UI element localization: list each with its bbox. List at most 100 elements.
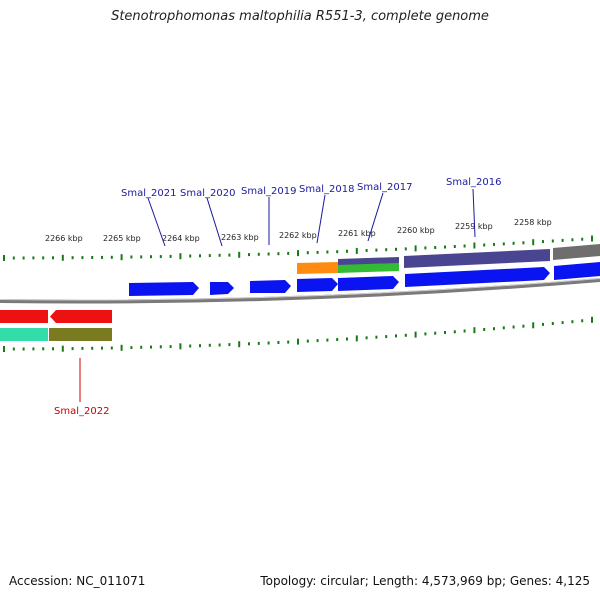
- tick-label-2264: 2264 kbp: [162, 234, 200, 243]
- minor-tick: [551, 322, 554, 325]
- gene-label-smal-2019[interactable]: Smal_2019: [241, 186, 296, 197]
- minor-tick: [453, 330, 456, 334]
- gene-label-smal-2021[interactable]: Smal_2021: [121, 188, 176, 199]
- gene-arrow-smal-2021[interactable]: [129, 282, 199, 296]
- minor-tick: [81, 256, 84, 260]
- tick-label-2258: 2258 kbp: [514, 218, 552, 227]
- minor-tick: [512, 241, 515, 245]
- minor-tick: [375, 335, 378, 339]
- minor-tick: [91, 346, 94, 350]
- minor-tick: [267, 252, 270, 256]
- minor-tick: [257, 341, 260, 345]
- minor-tick: [101, 255, 103, 259]
- major-tick: [355, 247, 358, 254]
- major-tick: [120, 254, 123, 261]
- minor-tick: [424, 332, 427, 336]
- tick-label-2262: 2262 kbp: [279, 231, 317, 240]
- minor-tick: [522, 241, 525, 245]
- minor-tick: [571, 320, 574, 324]
- minor-tick: [463, 329, 466, 333]
- gene-arrow-smal-2017[interactable]: [338, 276, 399, 291]
- major-tick: [473, 327, 476, 334]
- minor-tick: [287, 251, 290, 255]
- minor-tick: [22, 256, 25, 260]
- gene-arrow-reverse-a[interactable]: [0, 310, 48, 323]
- minor-tick: [434, 331, 437, 335]
- minor-tick: [444, 331, 446, 334]
- topology-value: circular: [320, 574, 365, 588]
- minor-tick: [571, 238, 574, 242]
- genome-backbone: [0, 278, 600, 304]
- minor-tick: [32, 347, 35, 351]
- minor-tick: [101, 346, 103, 350]
- major-tick: [473, 242, 476, 249]
- accession-value: NC_011071: [76, 574, 146, 588]
- major-tick: [591, 316, 593, 323]
- gene-arrow-smal-2016[interactable]: [405, 267, 550, 287]
- gene-arrow-smal-2020[interactable]: [210, 282, 234, 295]
- gene-labels: Smal_2021 Smal_2020 Smal_2019 Smal_2018 …: [54, 177, 501, 417]
- major-tick: [414, 245, 417, 252]
- gene-arrow-smal-2022[interactable]: [50, 310, 112, 323]
- gene-label-smal-2016[interactable]: Smal_2016: [446, 177, 501, 188]
- map-title: Stenotrophomonas maltophilia R551-3, com…: [111, 9, 489, 24]
- minor-tick: [375, 248, 378, 252]
- minor-tick: [385, 248, 388, 252]
- minor-tick: [12, 347, 15, 351]
- major-tick: [532, 322, 535, 329]
- minor-tick: [316, 250, 319, 254]
- minor-tick: [159, 345, 162, 349]
- minor-tick: [395, 247, 397, 251]
- minor-tick: [542, 322, 544, 326]
- minor-tick: [81, 346, 84, 350]
- minor-tick: [444, 245, 446, 249]
- minor-tick: [346, 337, 348, 341]
- minor-tick: [404, 333, 407, 337]
- minor-tick: [453, 245, 456, 248]
- minor-tick: [277, 252, 280, 256]
- feature-orange-1: [297, 262, 338, 274]
- gene-label-smal-2022[interactable]: Smal_2022: [54, 406, 109, 417]
- genes-value: 4,125: [555, 574, 590, 588]
- gene-label-smal-2017[interactable]: Smal_2017: [357, 182, 412, 193]
- minor-tick: [581, 237, 584, 241]
- gene-label-smal-2020[interactable]: Smal_2020: [180, 188, 235, 199]
- minor-tick: [150, 255, 152, 259]
- feature-olive-1: [49, 328, 112, 341]
- major-tick: [297, 338, 299, 345]
- gene-arrow-smal-2019[interactable]: [250, 280, 291, 293]
- minor-tick: [91, 256, 94, 259]
- scale-labels: 2266 kbp 2265 kbp 2264 kbp 2263 kbp 2262…: [45, 218, 552, 243]
- minor-tick: [463, 244, 466, 248]
- minor-tick: [189, 344, 192, 348]
- minor-tick: [22, 347, 25, 351]
- major-tick: [179, 253, 182, 260]
- minor-tick: [52, 347, 54, 351]
- major-tick: [238, 341, 241, 348]
- accession-info: Accession: NC_011071: [9, 574, 145, 588]
- minor-tick: [502, 326, 505, 330]
- major-tick: [61, 254, 64, 261]
- minor-tick: [199, 344, 201, 348]
- label-leaders: [79, 188, 476, 402]
- minor-tick: [306, 339, 309, 343]
- minor-tick: [493, 327, 495, 331]
- tick-label-2261: 2261 kbp: [338, 229, 376, 238]
- major-tick: [414, 331, 417, 338]
- minor-tick: [346, 249, 348, 253]
- major-tick: [3, 255, 5, 261]
- minor-tick: [336, 250, 339, 254]
- feature-green-1: [338, 263, 399, 273]
- minor-tick: [32, 256, 35, 260]
- gene-arrow-next[interactable]: [554, 262, 600, 280]
- feature-teal-1: [0, 328, 48, 341]
- minor-tick: [228, 253, 231, 257]
- gene-arrow-smal-2018[interactable]: [297, 278, 338, 292]
- minor-tick: [189, 254, 192, 258]
- minor-tick: [287, 340, 290, 344]
- gene-label-smal-2018[interactable]: Smal_2018: [299, 184, 354, 195]
- minor-tick: [404, 247, 407, 251]
- minor-tick: [110, 255, 113, 259]
- major-tick: [120, 344, 123, 351]
- major-tick: [3, 346, 5, 352]
